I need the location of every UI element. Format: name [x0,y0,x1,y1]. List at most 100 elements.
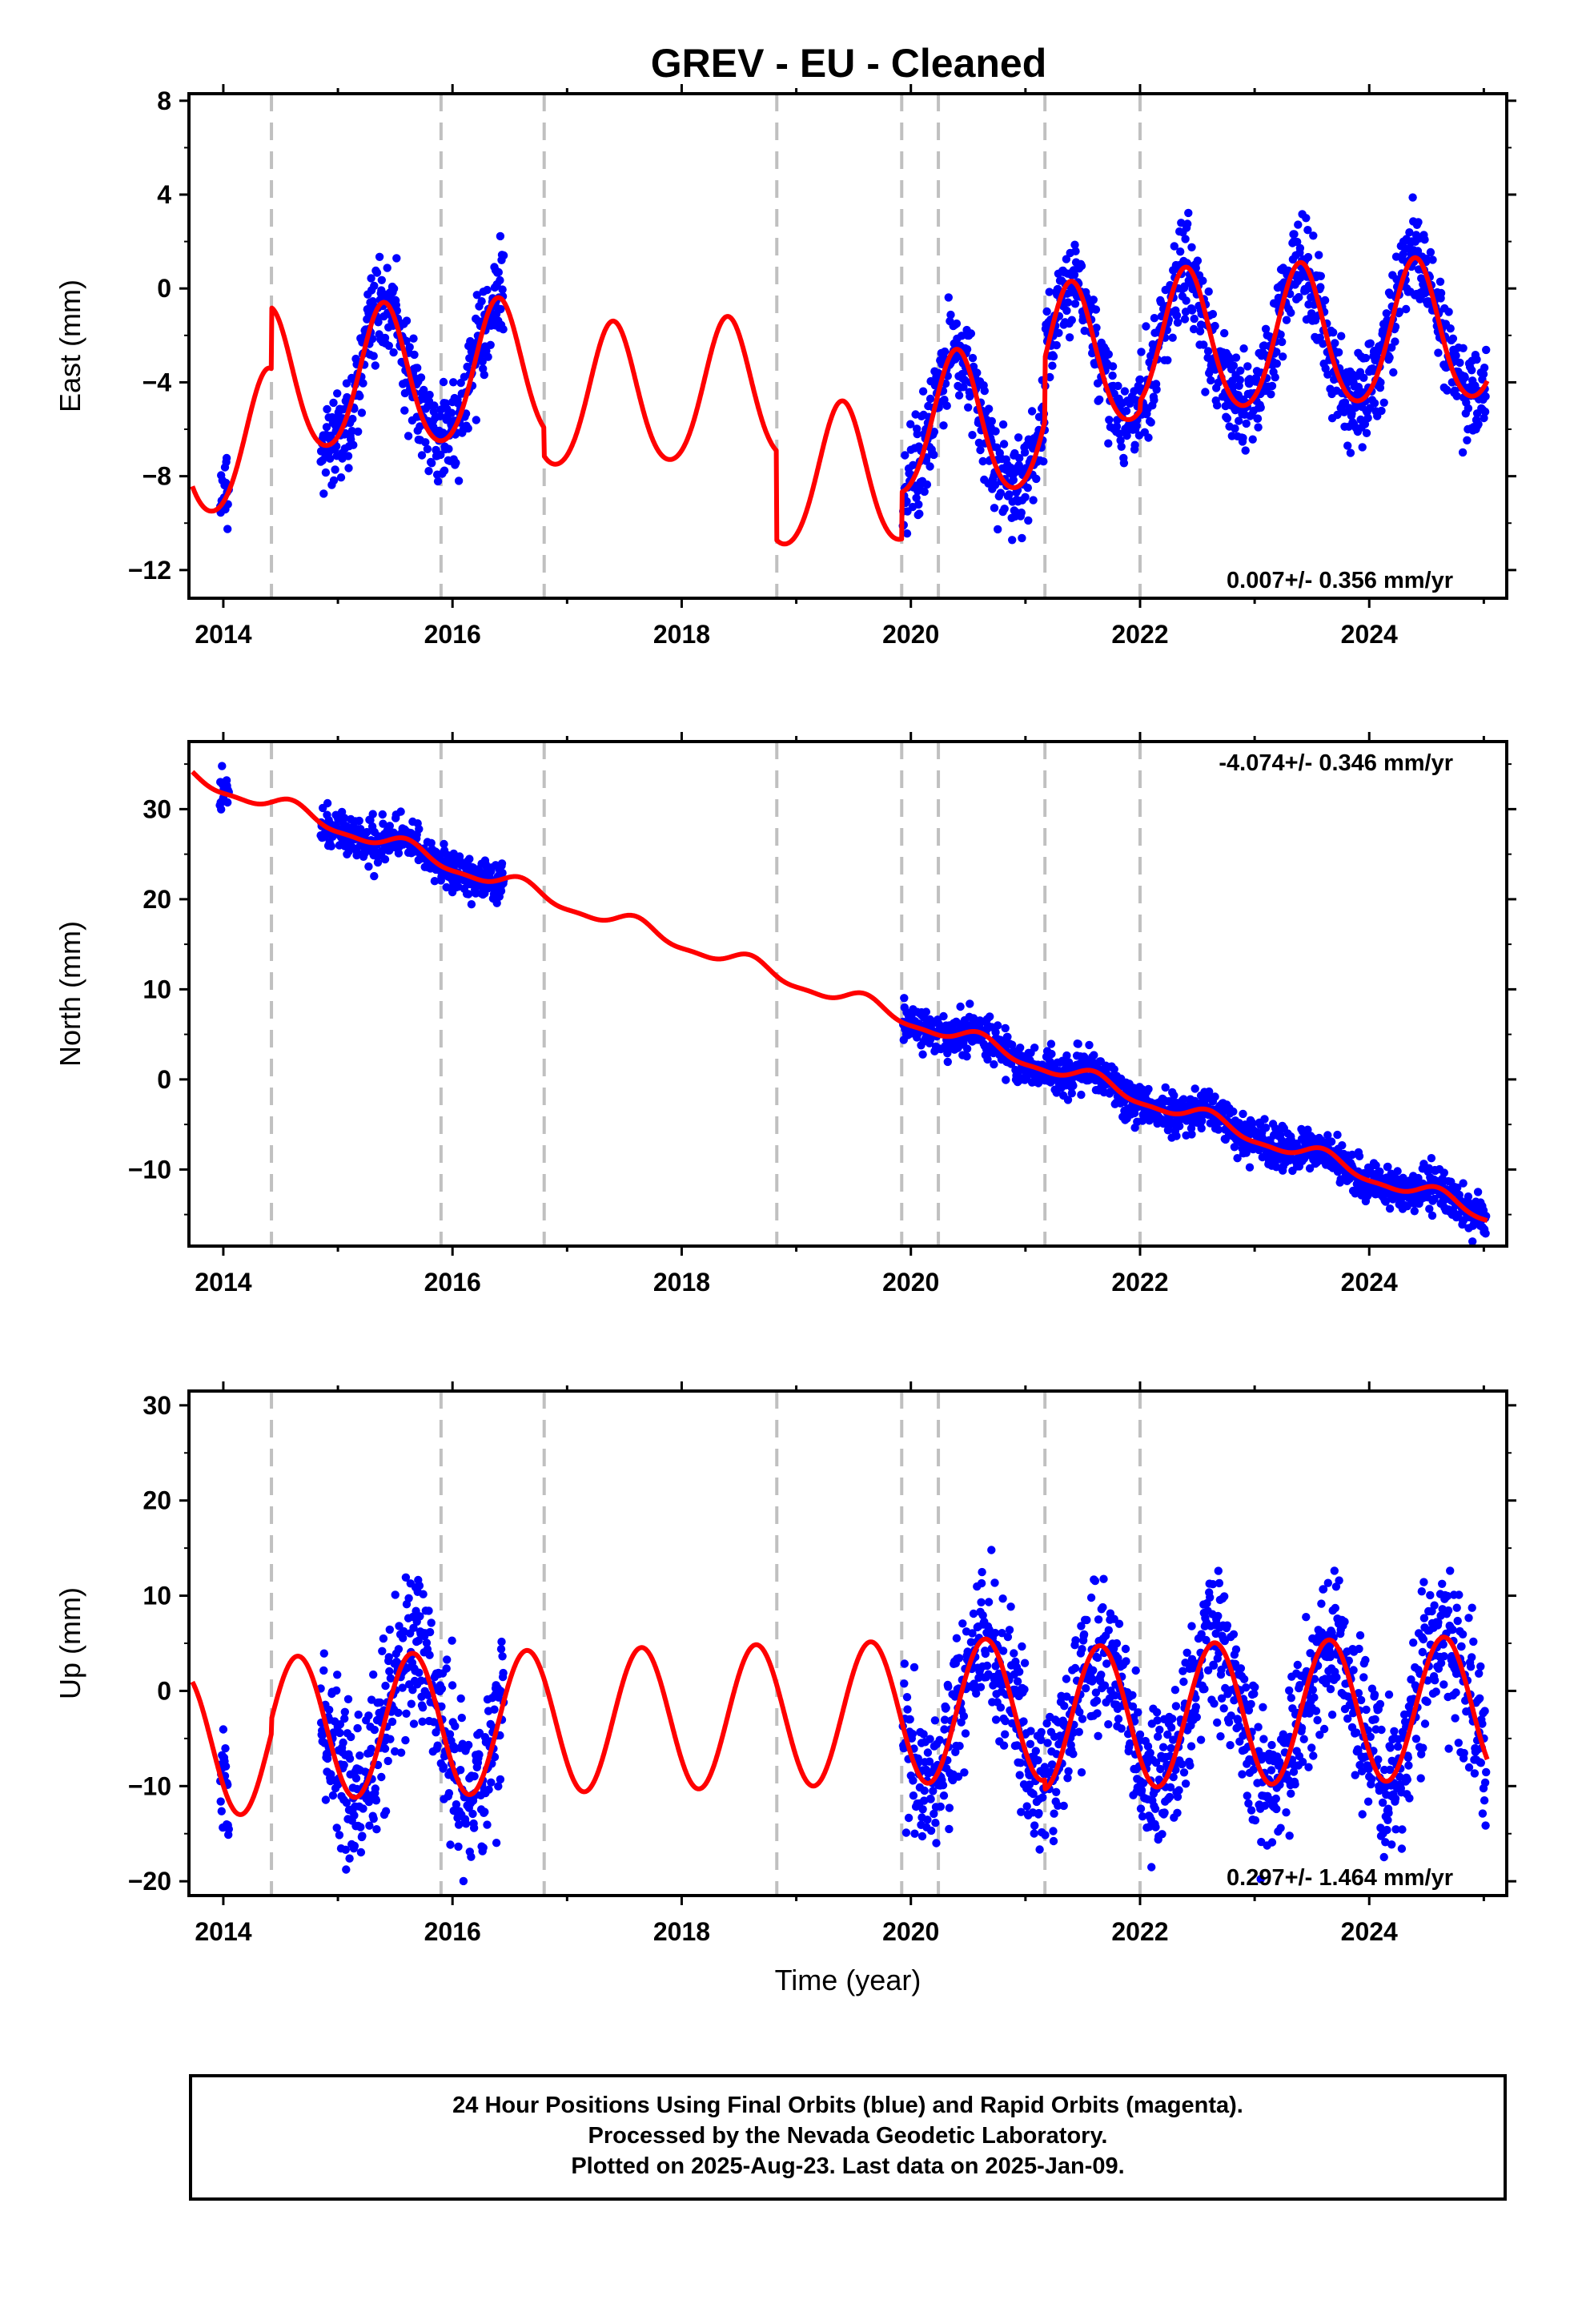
east-point [1267,390,1275,399]
up-point [409,1719,419,1728]
up-point [961,1729,970,1738]
east-point [976,445,985,455]
up-point [1308,1686,1318,1695]
up-point [996,1703,1006,1712]
north-point [1170,1091,1178,1100]
east-point [1204,287,1213,296]
up-point [1097,1671,1106,1679]
up-point [442,1664,451,1673]
up-point [977,1598,986,1607]
east-point [1333,410,1342,420]
north-y-tick-label: 20 [143,885,171,914]
north-point [1161,1083,1170,1092]
up-point [1077,1768,1086,1777]
north-point [1459,1179,1468,1188]
east-point [940,347,950,356]
north-point [1481,1229,1490,1238]
up-point [1409,1638,1418,1647]
east-point [430,401,439,410]
east-point [1195,327,1205,336]
up-point [443,1655,452,1664]
north-point [962,1052,971,1061]
east-point [429,407,438,416]
north-point [962,1044,972,1053]
east-point [404,432,413,440]
up-point [1165,1792,1174,1802]
east-point [1067,316,1077,324]
east-point [1020,448,1030,457]
up-point [1367,1775,1376,1783]
east-point [1181,235,1190,243]
east-point [1231,424,1239,433]
up-point [1026,1739,1035,1748]
east-point [349,440,358,449]
north-point [921,1007,931,1016]
up-point [900,1679,909,1688]
up-point [1090,1576,1100,1586]
east-point [371,361,379,370]
east-point [223,525,232,533]
east-point [1144,433,1153,442]
up-point [1064,1767,1073,1775]
up-point [480,1807,489,1816]
east-point [1168,333,1177,342]
up-point [1150,1804,1160,1813]
east-point [416,422,424,431]
east-point [1054,328,1063,337]
up-point [425,1651,434,1659]
up-point [375,1698,384,1707]
east-point [1091,305,1101,314]
up-point [1122,1657,1130,1666]
east-point [968,353,978,363]
up-point [984,1598,994,1606]
up-point [1238,1770,1247,1779]
east-point [1334,348,1343,357]
north-point [994,1021,1002,1030]
east-point [409,334,418,343]
east-point [1331,339,1339,348]
up-point [1035,1845,1044,1854]
up-point [418,1703,428,1712]
up-point [1419,1743,1427,1752]
east-point [1426,247,1435,257]
up-point [1430,1601,1439,1610]
east-point [1180,315,1190,324]
east-point [1248,435,1257,444]
up-point [339,1738,347,1747]
north-point [1046,1039,1056,1048]
north-point [1090,1051,1098,1059]
east-point [494,267,503,277]
east-point [425,390,434,400]
north-point [1260,1115,1269,1124]
east-point [1303,252,1313,262]
up-point [903,1705,912,1714]
east-point [1480,408,1490,416]
east-point [987,416,997,426]
east-point [1474,420,1483,428]
up-point [1332,1673,1341,1682]
east-point [1231,353,1241,362]
up-point [1403,1775,1412,1784]
north-point [1385,1204,1395,1213]
up-point [1170,1686,1180,1695]
up-point [457,1713,466,1723]
up-point [1178,1759,1186,1769]
up-point [221,1762,231,1771]
east-point [1150,314,1159,323]
up-point [1049,1827,1058,1835]
up-point [333,1671,342,1679]
east-point [1382,309,1391,318]
east-point [478,357,487,366]
up-point [1391,1794,1400,1803]
up-point [1285,1686,1294,1695]
east-point [496,231,505,241]
east-point [1189,324,1199,334]
up-point [1419,1634,1428,1644]
east-point [1241,446,1250,455]
east-point [1358,443,1367,452]
north-point [1001,1023,1010,1033]
up-point [1293,1660,1303,1670]
east-point [958,332,966,340]
